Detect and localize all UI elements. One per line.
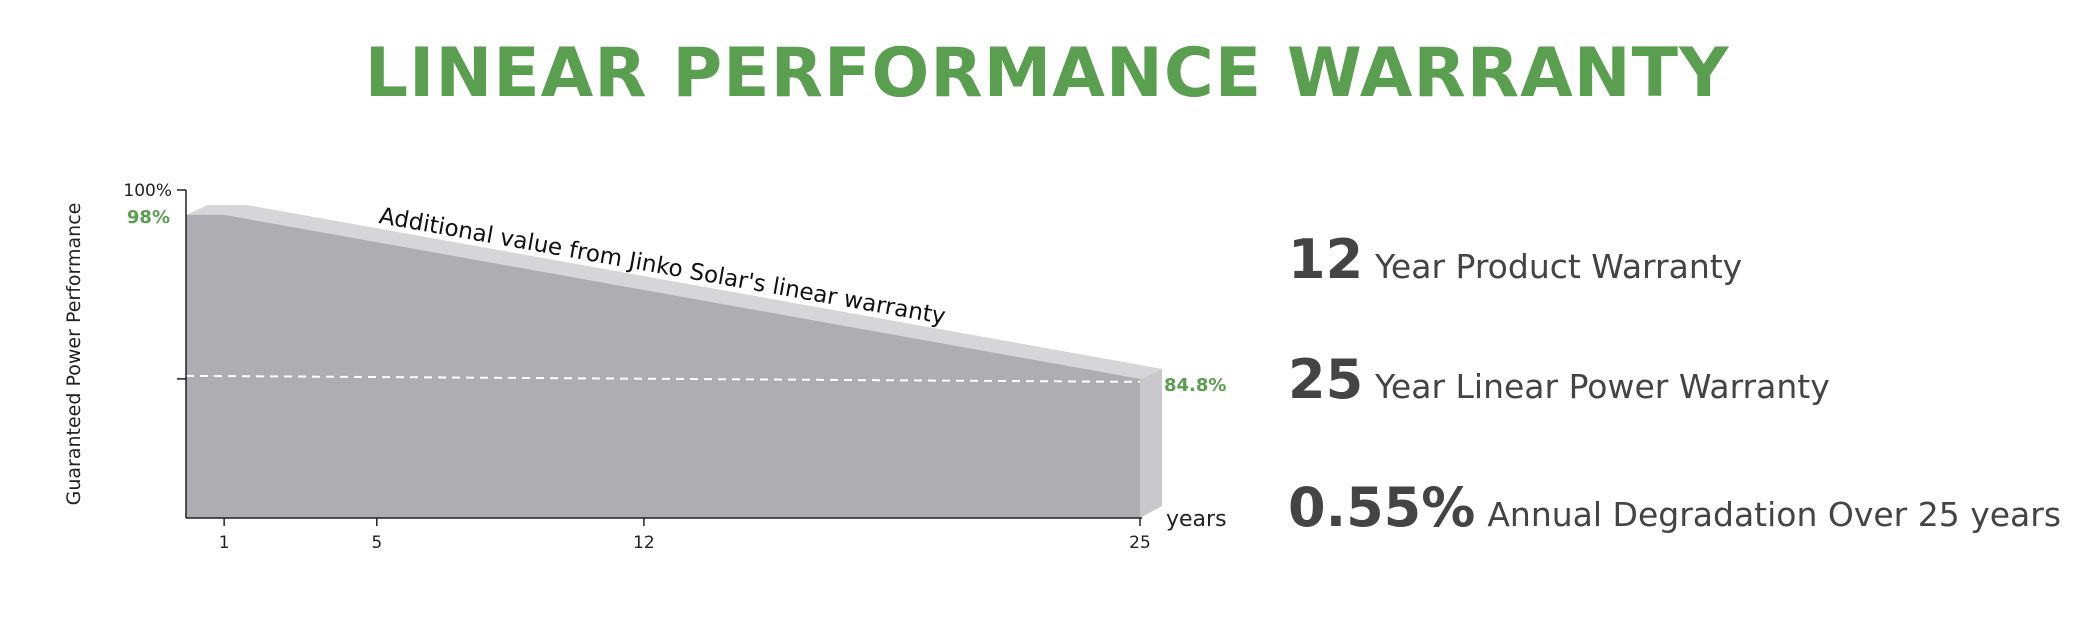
area-bevel-side	[1140, 368, 1162, 518]
feature-text: Annual Degradation Over 25 years	[1487, 495, 2062, 534]
x-tick-label: 12	[633, 533, 655, 553]
page-title: LINEAR PERFORMANCE WARRANTY	[364, 34, 1730, 113]
area-bevel-top	[186, 204, 1162, 379]
axes-group	[177, 189, 1142, 526]
feature-annual-degradation: 0.55% Annual Degradation Over 25 years	[1288, 476, 2061, 539]
y-tick-label: 100%	[123, 181, 172, 201]
x-axis-label: years	[1166, 507, 1227, 532]
x-tick-label: 1	[219, 533, 230, 553]
feature-number: 12	[1288, 228, 1364, 291]
x-tick-label: 5	[371, 533, 382, 553]
feature-number: 25	[1288, 348, 1364, 411]
feature-text: Year Linear Power Warranty	[1375, 367, 1830, 406]
point-label-start: 98%	[127, 207, 170, 228]
y-axis-label: Guaranteed Power Performance	[63, 203, 85, 506]
feature-linear-power-warranty: 25 Year Linear Power Warranty	[1288, 348, 1830, 411]
area-series	[186, 214, 1140, 518]
reference-dashed-line	[185, 374, 1141, 383]
area-group	[185, 204, 1162, 518]
feature-product-warranty: 12 Year Product Warranty	[1288, 228, 1742, 291]
warranty-chart: 1 5 12 25 100% 98% 84.8% years Guaranteed Power …	[63, 181, 1227, 553]
feature-number: 0.55%	[1288, 476, 1476, 539]
feature-text: Year Product Warranty	[1375, 247, 1743, 286]
point-label-end: 84.8%	[1164, 375, 1226, 396]
x-tick-label: 25	[1129, 533, 1151, 553]
